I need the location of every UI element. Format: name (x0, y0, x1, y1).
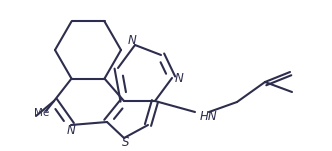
Text: N: N (127, 34, 136, 48)
Text: N: N (67, 125, 75, 138)
Text: Me: Me (35, 108, 49, 118)
Text: HN: HN (200, 109, 217, 122)
Text: N: N (175, 72, 183, 85)
Text: S: S (122, 135, 130, 148)
